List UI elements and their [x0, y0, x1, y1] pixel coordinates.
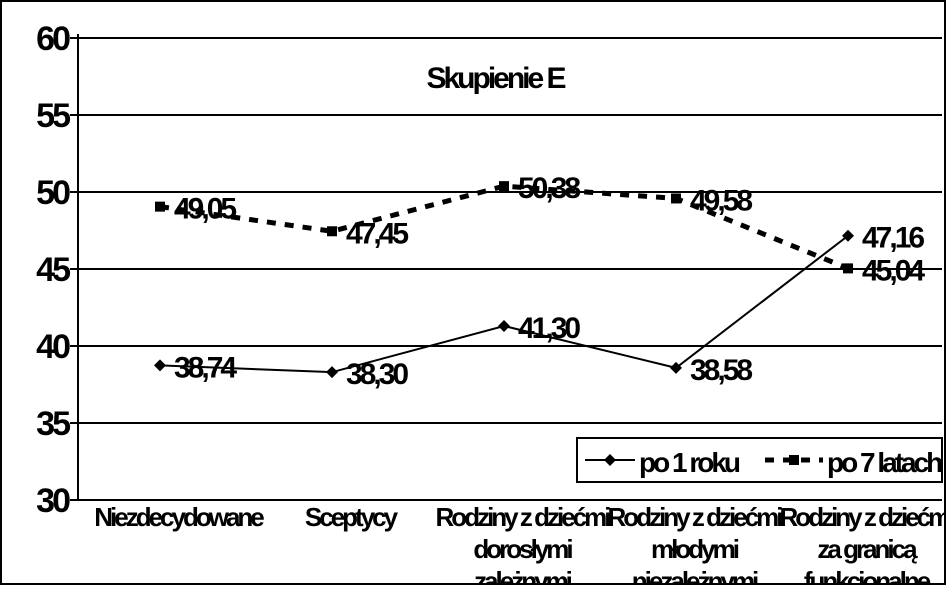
legend-label: po 7 latach	[827, 447, 942, 478]
x-tick-label: niezależnymi	[632, 566, 758, 585]
y-tick-label: 30	[36, 482, 70, 520]
data-point	[155, 201, 165, 212]
legend-box	[576, 437, 943, 483]
data-point	[327, 226, 337, 237]
y-tick-label: 60	[36, 20, 70, 58]
data-label: 45,04	[862, 254, 925, 287]
data-label: 47,16	[862, 222, 924, 255]
data-label: 47,45	[346, 217, 408, 250]
x-tick-label: Rodziny z dziećmi	[608, 502, 783, 532]
x-tick-label: Sceptycy	[305, 502, 399, 532]
data-label: 50,38	[518, 172, 580, 205]
data-point	[670, 361, 682, 374]
data-label: 41,30	[518, 312, 580, 345]
legend-marker	[604, 454, 616, 466]
data-point	[671, 193, 681, 204]
legend-label: po 1 roku	[639, 447, 740, 478]
y-tick-label: 35	[36, 405, 70, 443]
legend-marker	[789, 455, 799, 465]
series-line-2	[159, 183, 849, 271]
chart-title: Skupienie E	[426, 62, 565, 95]
x-tick-label: Niezdecydowane	[94, 502, 264, 532]
y-tick-label: 40	[36, 328, 70, 366]
x-tick-label: młodymi	[651, 534, 739, 564]
data-label: 49,05	[174, 193, 236, 226]
y-tick-label: 50	[36, 174, 70, 212]
data-label: 38,58	[690, 354, 752, 387]
x-tick-label: za granicą	[817, 534, 918, 564]
gridlines	[78, 37, 942, 424]
data-point	[154, 359, 166, 372]
x-tick-label: zależnymi	[474, 566, 572, 585]
series-layer	[154, 181, 854, 379]
data-label: 38,74	[174, 351, 237, 384]
data-label: 38,30	[346, 358, 408, 391]
axes: 30 35 40 45 50 55 60 Niezdecydowane Sceptycy Rodz…	[36, 20, 946, 590]
data-point	[499, 181, 509, 192]
data-point	[498, 319, 510, 332]
x-tick-label: funkcjonalne	[804, 566, 931, 585]
legend: po 1 roku po 7 latach	[576, 437, 945, 483]
series-line-1	[159, 234, 849, 374]
x-tick-label: Rodziny z dziećmi	[436, 502, 611, 532]
data-labels: 38,74 38,30 41,30 38,58 47,16 49,05 47,45 50,38…	[174, 172, 928, 391]
y-tick-label: 45	[36, 251, 70, 289]
data-point	[326, 366, 338, 379]
x-tick-label: dorosłymi	[473, 534, 572, 564]
x-tick-label: Rodziny z dziećmi	[780, 502, 946, 532]
data-point	[843, 263, 853, 274]
y-tick-label: 55	[36, 97, 70, 135]
data-label: 49,58	[690, 184, 752, 217]
data-point	[842, 229, 854, 242]
